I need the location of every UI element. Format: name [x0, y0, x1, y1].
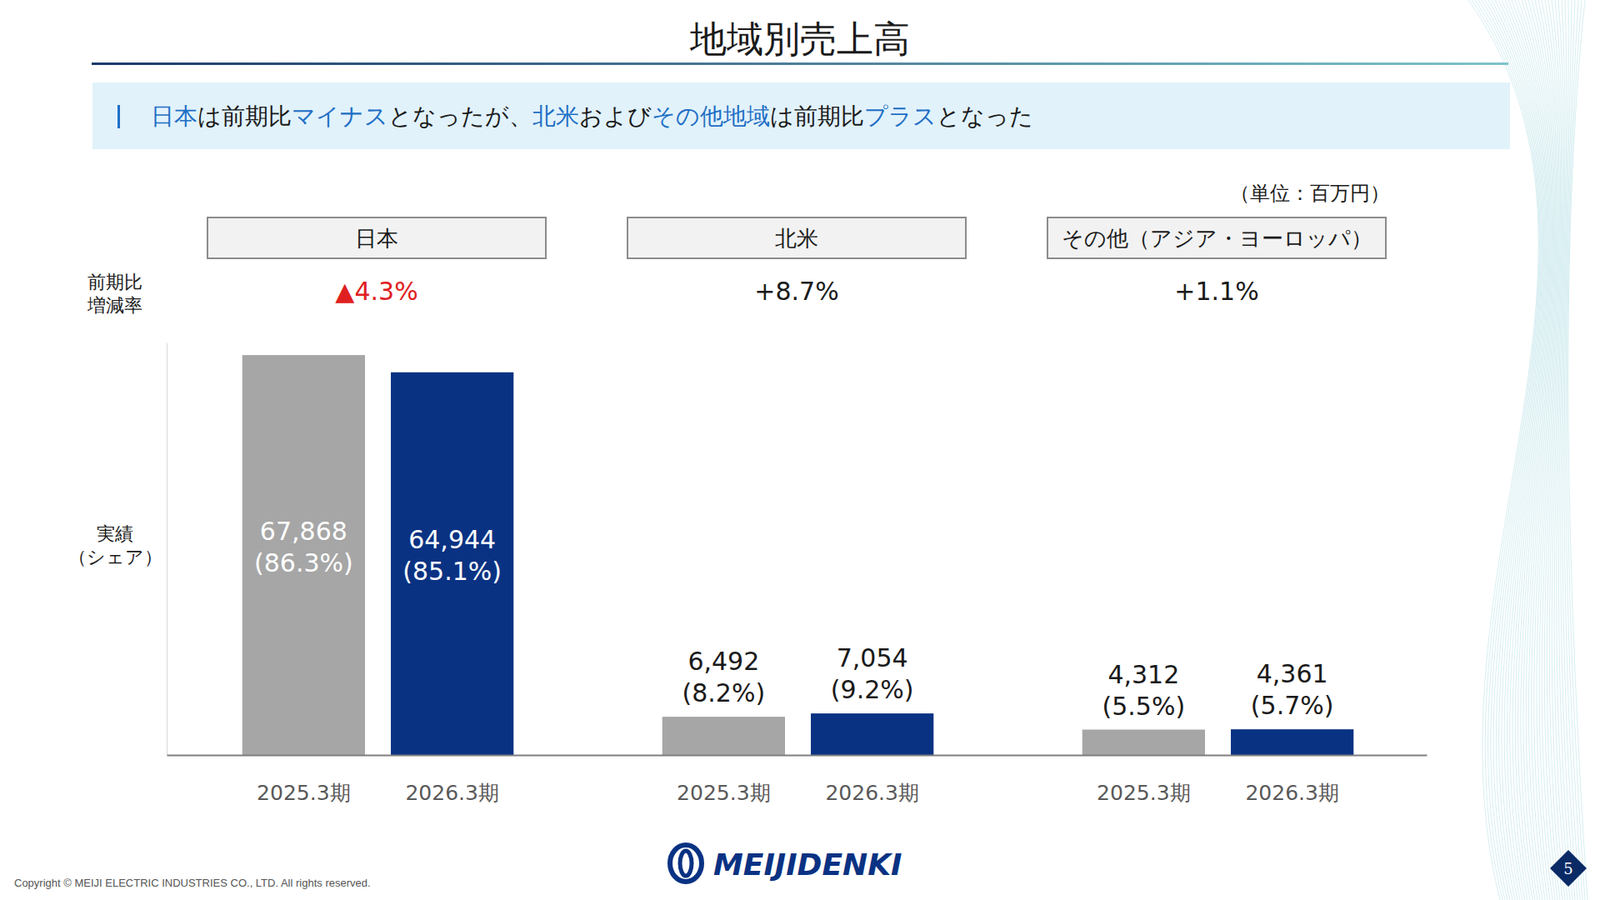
x-label: 2026.3期 — [825, 780, 919, 805]
share-label: (5.7%) — [1250, 690, 1335, 720]
y-axis — [166, 343, 168, 756]
x-label: 2025.3期 — [256, 780, 350, 805]
subtitle-highlight: 日本 — [150, 102, 198, 130]
decor-wave — [1566, 0, 1585, 900]
panel-header-box — [1047, 217, 1386, 259]
bar — [1082, 730, 1205, 755]
share-label: (85.1%) — [402, 556, 502, 586]
panel-header-box — [207, 217, 546, 259]
subtitle-highlight: プラス — [864, 102, 937, 130]
subtitle-highlight: マイナス — [291, 102, 389, 130]
decor-wave — [1564, 0, 1580, 900]
decor-wave — [1549, 0, 1563, 900]
decor-wave — [1541, 0, 1559, 900]
row-label: 増減率 — [86, 295, 143, 316]
page-badge — [1550, 850, 1587, 887]
subtitle-highlight: 北米 — [532, 102, 580, 130]
footer: Copyright © MEIJI ELECTRIC INDUSTRIES CO… — [14, 876, 371, 890]
subtitle-part: となった — [936, 102, 1034, 130]
share-label: (9.2%) — [830, 675, 915, 705]
decor-wave — [1568, 0, 1588, 900]
bar — [662, 716, 785, 755]
row-label: 前期比 — [87, 271, 143, 293]
bar — [390, 372, 514, 755]
slide: 地域別売上高日本は前期比マイナスとなったが、北米およびその他地域は前期比プラスと… — [0, 0, 1600, 900]
panel-header: 北米 — [775, 225, 819, 251]
bar — [1230, 729, 1354, 755]
share-label: (8.2%) — [682, 678, 766, 708]
change-label: +1.1% — [1174, 276, 1259, 306]
subtitle-part: および — [579, 102, 652, 130]
subtitle-highlight: その他地域 — [651, 102, 770, 130]
x-axis-line — [167, 755, 1428, 757]
data-labels: 67,868(86.3%) 2025.3期 6,492(8.2%) 2025.3期 4,… — [254, 516, 1340, 805]
data-label: 4,361 — [1256, 659, 1329, 689]
data-label: 4,312 — [1107, 660, 1180, 690]
logo-mark — [670, 845, 702, 882]
share-label: (5.5%) — [1102, 691, 1186, 721]
unit: （単位：百万円） — [1230, 181, 1390, 205]
data-label: 67,868 — [260, 516, 348, 546]
page-number: 5 — [1563, 860, 1573, 878]
decor-wave — [1556, 0, 1570, 900]
change-label: +8.7% — [754, 276, 839, 306]
banner — [92, 82, 1510, 150]
row-label: （シェア） — [68, 546, 163, 568]
decor-wave — [1535, 0, 1557, 900]
data-label: 7,054 — [836, 643, 909, 673]
subtitle-part: は前期比 — [197, 102, 292, 130]
x-label: 2025.3期 — [1096, 780, 1190, 805]
panel-header: その他（アジア・ヨーロッパ） — [1061, 225, 1373, 251]
subtitle-part: は前期比 — [770, 102, 865, 130]
row-label: 実績 — [96, 523, 134, 545]
decor-wave — [1511, 0, 1550, 900]
subtitle-part: となったが、 — [388, 102, 533, 130]
share-label: (86.3%) — [254, 548, 354, 578]
data-label: 64,944 — [408, 525, 496, 555]
bar — [242, 355, 365, 755]
change-label: ▲4.3% — [335, 276, 418, 306]
logo-text: MEIJIDENKI — [713, 847, 903, 882]
logo: MEIJIDENKI — [670, 845, 903, 882]
title-underline — [91, 62, 1509, 65]
y-axis-line — [166, 343, 168, 756]
subtitle: 日本は前期比マイナスとなったが、北米およびその他地域は前期比プラスとなった — [150, 102, 1034, 130]
bar — [810, 713, 934, 755]
bars — [242, 355, 1355, 755]
banner-bar — [117, 105, 120, 129]
x-axis — [167, 755, 1428, 756]
title: 地域別売上高 — [689, 17, 910, 60]
decor-wave — [1515, 0, 1551, 900]
panel-header: 日本 — [355, 225, 399, 251]
x-label: 2026.3期 — [405, 780, 499, 805]
logo-mark — [680, 850, 692, 876]
data-label: 6,492 — [687, 646, 760, 676]
panel-header-box — [627, 217, 966, 259]
x-label: 2026.3期 — [1245, 780, 1339, 805]
x-label: 2025.3期 — [676, 780, 770, 805]
decor-wave — [1508, 0, 1550, 900]
